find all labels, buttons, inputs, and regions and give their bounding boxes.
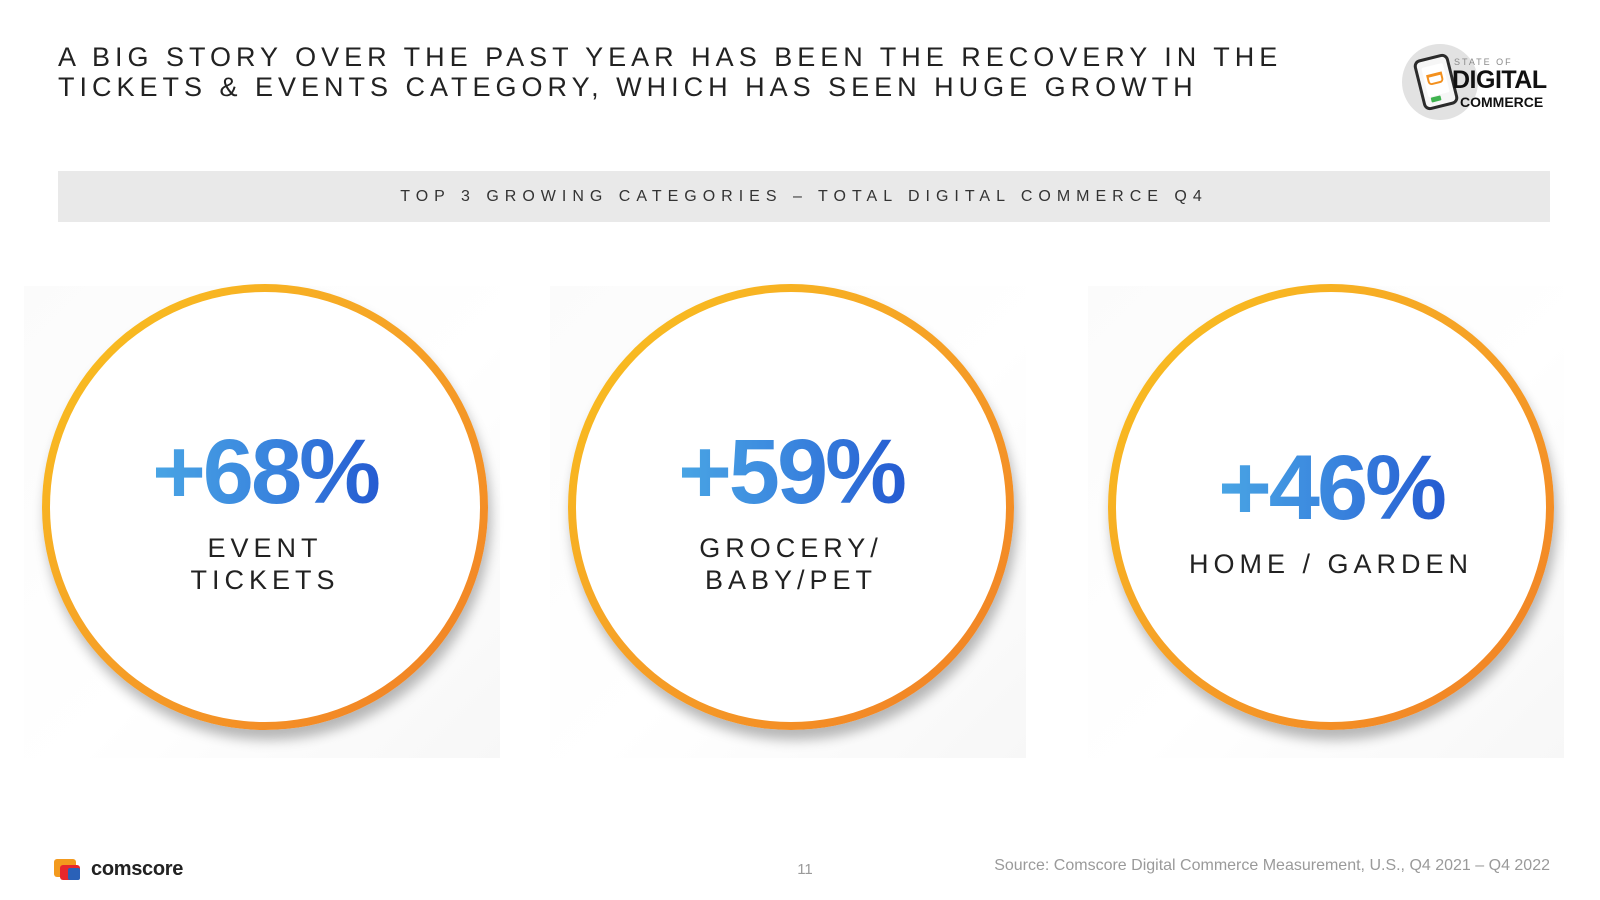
category-label-line: HOME / GARDEN xyxy=(1188,549,1474,579)
category-label: HOME / GARDEN xyxy=(1116,548,1546,580)
category-panel: +68% EVENT TICKETS xyxy=(24,284,500,758)
growth-value: +68% xyxy=(50,422,480,522)
category-panel: +46% HOME / GARDEN xyxy=(1088,284,1564,758)
source-note: Source: Comscore Digital Commerce Measur… xyxy=(994,857,1550,874)
growth-value: +46% xyxy=(1116,438,1546,538)
circle-inner: +68% EVENT TICKETS xyxy=(50,292,480,722)
circle-inner: +59% GROCERY/ BABY/PET xyxy=(576,292,1006,722)
page-title: A BIG STORY OVER THE PAST YEAR HAS BEEN … xyxy=(58,42,1348,102)
logo-commerce: COMMERCE xyxy=(1460,94,1544,110)
headline-line-2: TICKETS & EVENTS CATEGORY, WHICH HAS SEE… xyxy=(58,72,1198,102)
category-label-line: GROCERY/ xyxy=(699,533,883,563)
category-circle: +68% EVENT TICKETS xyxy=(42,284,488,730)
state-of-digital-commerce-logo: STATE OF DIGITAL COMMERCE xyxy=(1402,44,1562,122)
category-label-line: TICKETS xyxy=(190,565,340,595)
comscore-wordmark: comscore xyxy=(91,858,184,880)
category-label-line: EVENT xyxy=(207,533,323,563)
logo-state-of: STATE OF xyxy=(1454,57,1513,67)
chart-title-banner: TOP 3 GROWING CATEGORIES – TOTAL DIGITAL… xyxy=(58,171,1550,222)
headline-line-1: A BIG STORY OVER THE PAST YEAR HAS BEEN … xyxy=(58,42,1283,72)
circle-inner: +46% HOME / GARDEN xyxy=(1116,292,1546,722)
category-label: EVENT TICKETS xyxy=(50,532,480,596)
page-number: 11 xyxy=(797,861,813,878)
growth-value: +59% xyxy=(576,422,1006,522)
bag-icon xyxy=(1430,95,1442,103)
category-panel: +59% GROCERY/ BABY/PET xyxy=(550,284,1026,758)
category-label: GROCERY/ BABY/PET xyxy=(576,532,1006,596)
comscore-logo: comscore xyxy=(54,856,204,886)
category-label-line: BABY/PET xyxy=(704,565,878,595)
category-circle: +59% GROCERY/ BABY/PET xyxy=(568,284,1014,730)
comscore-mark-icon xyxy=(68,868,80,880)
category-circle: +46% HOME / GARDEN xyxy=(1108,284,1554,730)
logo-digital: DIGITAL xyxy=(1452,66,1547,94)
